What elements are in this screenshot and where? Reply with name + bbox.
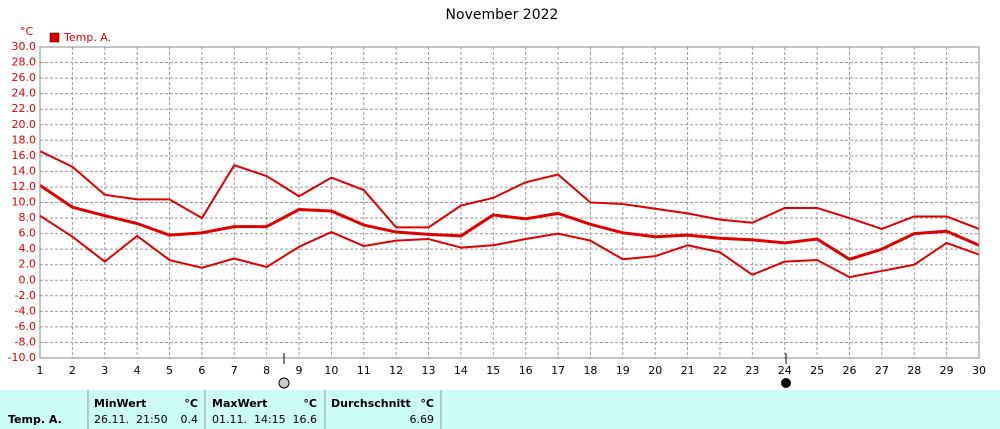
stats-table: Temp. A. MinWert °C 26.11. 21:50 0.4 Max… <box>0 390 1000 429</box>
x-tick-label: 23 <box>745 364 759 377</box>
y-tick-label: 20.0 <box>12 118 37 131</box>
x-tick-label: 3 <box>101 364 108 377</box>
col-header: MinWert <box>94 397 146 410</box>
table-bg <box>0 390 1000 429</box>
x-tick-label: 20 <box>648 364 662 377</box>
y-tick-label: -8.0 <box>15 335 36 348</box>
y-tick-label: 14.0 <box>12 164 37 177</box>
plot-frame <box>39 46 980 359</box>
x-tick-label: 25 <box>810 364 824 377</box>
y-tick-label: -6.0 <box>15 320 36 333</box>
legend-label: Temp. A. <box>63 31 111 44</box>
moon-icon <box>278 377 290 389</box>
cell-value: 0.4 <box>181 413 199 426</box>
x-tick-label: 14 <box>454 364 468 377</box>
y-tick-label: 10.0 <box>12 196 37 209</box>
x-tick-label: 28 <box>907 364 921 377</box>
x-tick-label: 26 <box>842 364 856 377</box>
y-tick-label: 28.0 <box>12 56 37 69</box>
x-tick-label: 4 <box>134 364 141 377</box>
x-tick-label: 19 <box>616 364 630 377</box>
cell-time: 01.11. 14:15 <box>212 413 286 426</box>
y-tick-label: -4.0 <box>15 304 36 317</box>
series-line <box>39 184 980 261</box>
y-tick-label: 2.0 <box>19 258 37 271</box>
cell-time: 26.11. 21:50 <box>94 413 168 426</box>
x-tick-label: 22 <box>713 364 727 377</box>
x-tick-label: 1 <box>37 364 44 377</box>
plot: -10.0 -8.0 -6.0 -4.0 -2.0 0.0 2.0 4.0 6.0 8.0 10.0… <box>8 40 986 377</box>
cell-value: 6.69 <box>410 413 435 426</box>
y-tick-label: 22.0 <box>12 102 37 115</box>
y-tick-label: 18.0 <box>12 133 37 146</box>
legend-swatch <box>49 32 60 43</box>
col-unit: °C <box>420 397 434 410</box>
x-tick-label: 24 <box>778 364 792 377</box>
col-unit: °C <box>184 397 198 410</box>
row-label: Temp. A. <box>8 413 62 426</box>
y-tick-label: 6.0 <box>19 227 37 240</box>
y-tick-label: 24.0 <box>12 87 37 100</box>
chart-title: November 2022 <box>446 7 559 23</box>
x-tick-label: 30 <box>972 364 986 377</box>
x-tick-label: 21 <box>681 364 695 377</box>
y-tick-label: 4.0 <box>19 242 37 255</box>
x-tick-label: 18 <box>583 364 597 377</box>
x-tick-label: 17 <box>551 364 565 377</box>
x-tick-label: 13 <box>422 364 436 377</box>
y-tick-label: -10.0 <box>8 351 36 364</box>
y-tick-label: 12.0 <box>12 180 37 193</box>
col-unit: °C <box>303 397 317 410</box>
x-tick-label: 6 <box>198 364 205 377</box>
x-tick-label: 5 <box>166 364 173 377</box>
series-line <box>39 150 980 230</box>
y-unit: °C <box>20 25 34 38</box>
x-tick-label: 7 <box>231 364 238 377</box>
x-tick-label: 2 <box>69 364 76 377</box>
col-header: MaxWert <box>212 397 267 410</box>
series-line <box>39 214 980 279</box>
y-tick-label: 26.0 <box>12 71 37 84</box>
x-tick-label: 15 <box>486 364 500 377</box>
x-tick-label: 9 <box>296 364 303 377</box>
y-tick-label: -2.0 <box>15 289 36 302</box>
x-tick-label: 27 <box>875 364 889 377</box>
y-tick-label: 0.0 <box>19 273 37 286</box>
y-tick-label: 30.0 <box>12 40 37 53</box>
x-tick-label: 29 <box>940 364 954 377</box>
x-tick-label: 16 <box>519 364 533 377</box>
x-tick-label: 10 <box>324 364 338 377</box>
x-tick-label: 12 <box>389 364 403 377</box>
col-header: Durchschnitt <box>331 397 411 410</box>
x-tick-label: 8 <box>263 364 270 377</box>
y-tick-label: 16.0 <box>12 149 37 162</box>
cell-value: 16.6 <box>293 413 318 426</box>
x-tick-label: 11 <box>357 364 371 377</box>
moon-icon <box>781 378 791 388</box>
y-tick-label: 8.0 <box>19 211 37 224</box>
